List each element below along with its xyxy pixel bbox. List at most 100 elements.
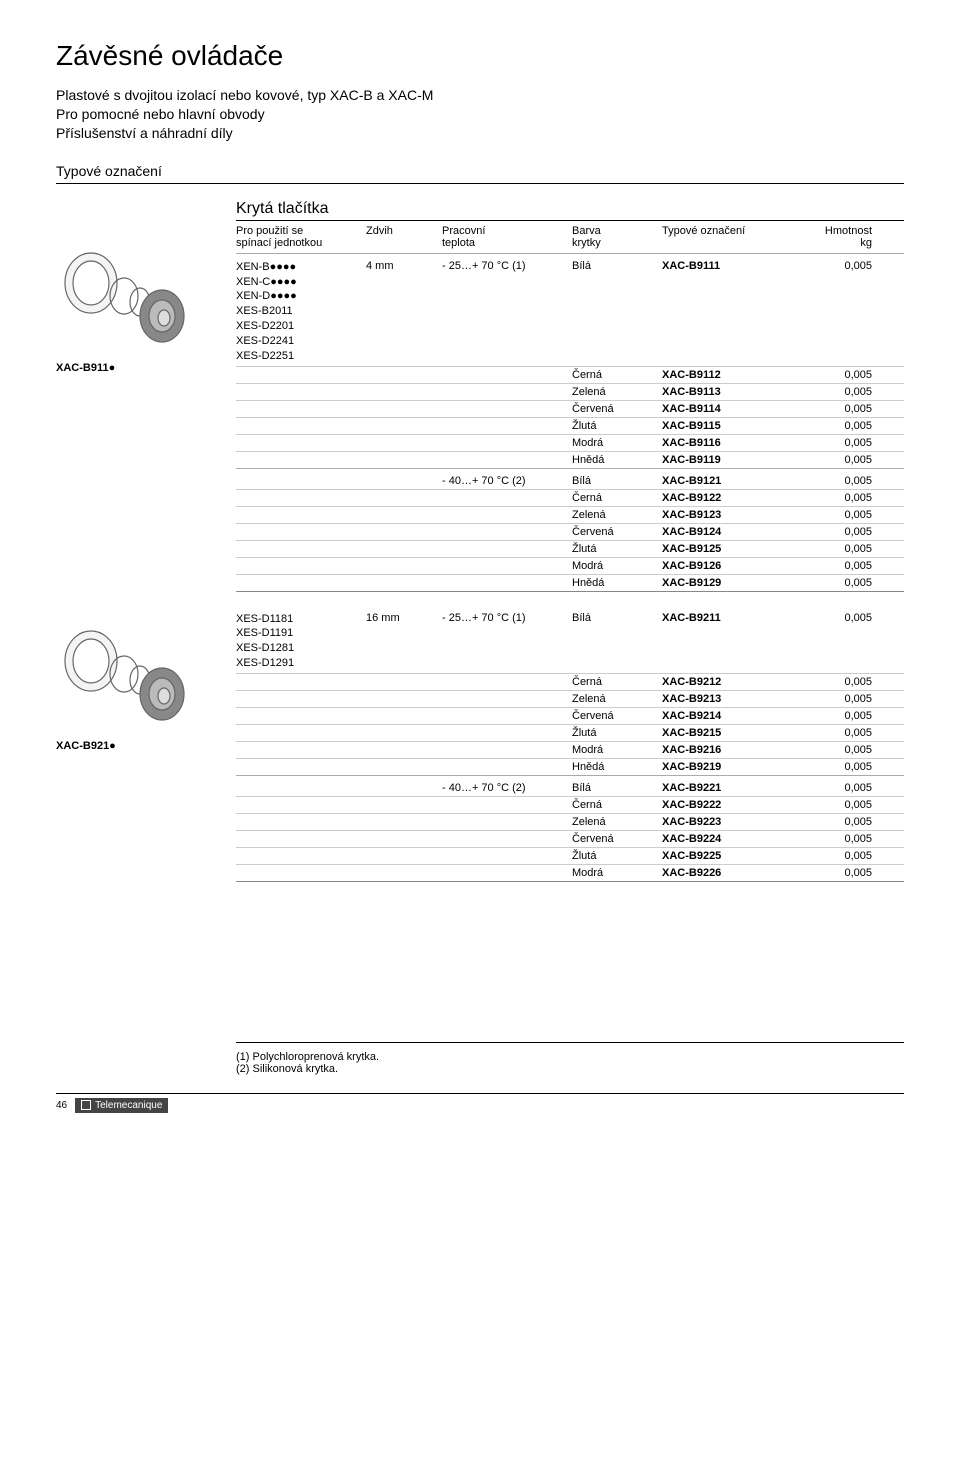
color-value: Červená <box>572 403 662 415</box>
color-value: Zelená <box>572 386 662 398</box>
reference-code: XAC-B9113 <box>662 386 812 398</box>
table-row: ČervenáXAC-B91140,005 <box>236 401 904 418</box>
color-value: Žlutá <box>572 727 662 739</box>
table-row: XES-D1181XES-D1191XES-D1281XES-D129116 m… <box>236 610 904 674</box>
temperature-range: - 40…+ 70 °C (2) <box>442 782 572 794</box>
switch-unit: XES-D2201 <box>236 319 366 334</box>
reference-code: XAC-B9116 <box>662 437 812 449</box>
weight-value: 0,005 <box>812 543 872 555</box>
brand-icon <box>81 1100 91 1110</box>
weight-value: 0,005 <box>812 744 872 756</box>
switch-unit: XES-D1181 <box>236 612 366 627</box>
page-footer: 46 Telemecanique <box>56 1093 904 1113</box>
weight-value: 0,005 <box>812 867 872 879</box>
switch-unit: XES-D2241 <box>236 334 366 349</box>
color-value: Černá <box>572 369 662 381</box>
weight-value: 0,005 <box>812 403 872 415</box>
switch-unit: XEN-C●●●● <box>236 275 366 290</box>
color-value: Červená <box>572 526 662 538</box>
weight-value: 0,005 <box>812 577 872 589</box>
weight-value: 0,005 <box>812 526 872 538</box>
color-value: Černá <box>572 492 662 504</box>
left-illustration-col: XAC-B921● <box>56 606 236 752</box>
reference-code: XAC-B9223 <box>662 816 812 828</box>
color-value: Modrá <box>572 744 662 756</box>
weight-value: 0,005 <box>812 612 872 624</box>
reference-code: XAC-B9126 <box>662 560 812 572</box>
switch-unit: XES-D1291 <box>236 656 366 671</box>
table-row: ZelenáXAC-B91130,005 <box>236 384 904 401</box>
table-row: ZelenáXAC-B92230,005 <box>236 814 904 831</box>
weight-value: 0,005 <box>812 437 872 449</box>
temperature-range: - 40…+ 70 °C (2) <box>442 475 572 487</box>
color-value: Zelená <box>572 509 662 521</box>
reference-code: XAC-B9219 <box>662 761 812 773</box>
table-row: HnědáXAC-B92190,005 <box>236 759 904 776</box>
reference-code: XAC-B9215 <box>662 727 812 739</box>
reference-code: XAC-B9119 <box>662 454 812 466</box>
reference-code: XAC-B9213 <box>662 693 812 705</box>
weight-value: 0,005 <box>812 727 872 739</box>
color-value: Bílá <box>572 782 662 794</box>
reference-code: XAC-B9111 <box>662 260 812 272</box>
brand-badge: Telemecanique <box>75 1098 168 1113</box>
table-row: ČernáXAC-B91120,005 <box>236 367 904 384</box>
reference-code: XAC-B9225 <box>662 850 812 862</box>
color-value: Zelená <box>572 816 662 828</box>
table-row: - 40…+ 70 °C (2)BíláXAC-B92210,005 <box>236 780 904 797</box>
weight-value: 0,005 <box>812 560 872 572</box>
weight-value: 0,005 <box>812 833 872 845</box>
table-row: ŽlutáXAC-B92150,005 <box>236 725 904 742</box>
weight-value: 0,005 <box>812 260 872 272</box>
table-row: ModráXAC-B92260,005 <box>236 865 904 882</box>
section-heading: Krytá tlačítka <box>236 200 904 218</box>
reference-code: XAC-B9123 <box>662 509 812 521</box>
reference-code: XAC-B9129 <box>662 577 812 589</box>
button-illustration-1 <box>56 238 206 358</box>
weight-value: 0,005 <box>812 693 872 705</box>
color-value: Černá <box>572 799 662 811</box>
color-value: Žlutá <box>572 420 662 432</box>
table-row: - 40…+ 70 °C (2)BíláXAC-B91210,005 <box>236 473 904 490</box>
color-value: Zelená <box>572 693 662 705</box>
color-value: Bílá <box>572 612 662 624</box>
reference-code: XAC-B9124 <box>662 526 812 538</box>
reference-code: XAC-B9216 <box>662 744 812 756</box>
weight-value: 0,005 <box>812 454 872 466</box>
left-illustration-col: XAC-B911● <box>56 200 236 374</box>
table-row: ŽlutáXAC-B91250,005 <box>236 541 904 558</box>
page-subtitle: Plastové s dvojitou izolací nebo kovové,… <box>56 86 904 143</box>
color-value: Černá <box>572 676 662 688</box>
table-row: ČernáXAC-B91220,005 <box>236 490 904 507</box>
switch-unit: XES-B2011 <box>236 304 366 319</box>
weight-value: 0,005 <box>812 782 872 794</box>
color-value: Modrá <box>572 867 662 879</box>
table-header: Pro použití sespínací jednotkou Zdvih Pr… <box>236 220 904 254</box>
weight-value: 0,005 <box>812 420 872 432</box>
reference-code: XAC-B9214 <box>662 710 812 722</box>
page-title: Závěsné ovládače <box>56 40 904 72</box>
table-row: HnědáXAC-B91190,005 <box>236 452 904 469</box>
illustration-caption-2: XAC-B921● <box>56 740 236 752</box>
switch-unit: XES-D1191 <box>236 626 366 641</box>
reference-code: XAC-B9226 <box>662 867 812 879</box>
color-value: Hnědá <box>572 761 662 773</box>
table-row: ModráXAC-B91160,005 <box>236 435 904 452</box>
reference-code: XAC-B9122 <box>662 492 812 504</box>
reference-code: XAC-B9125 <box>662 543 812 555</box>
stroke-value: 16 mm <box>366 612 442 624</box>
temperature-range: - 25…+ 70 °C (1) <box>442 612 572 624</box>
table-row: ČervenáXAC-B91240,005 <box>236 524 904 541</box>
footnotes: (1) Polychloroprenová krytka. (2) Siliko… <box>236 1042 904 1075</box>
table-row: ModráXAC-B91260,005 <box>236 558 904 575</box>
color-value: Bílá <box>572 475 662 487</box>
temperature-range: - 25…+ 70 °C (1) <box>442 260 572 272</box>
stroke-value: 4 mm <box>366 260 442 272</box>
table-row: ModráXAC-B92160,005 <box>236 742 904 759</box>
weight-value: 0,005 <box>812 369 872 381</box>
reference-code: XAC-B9112 <box>662 369 812 381</box>
color-value: Modrá <box>572 437 662 449</box>
weight-value: 0,005 <box>812 710 872 722</box>
switch-unit: XES-D2251 <box>236 349 366 364</box>
weight-value: 0,005 <box>812 492 872 504</box>
